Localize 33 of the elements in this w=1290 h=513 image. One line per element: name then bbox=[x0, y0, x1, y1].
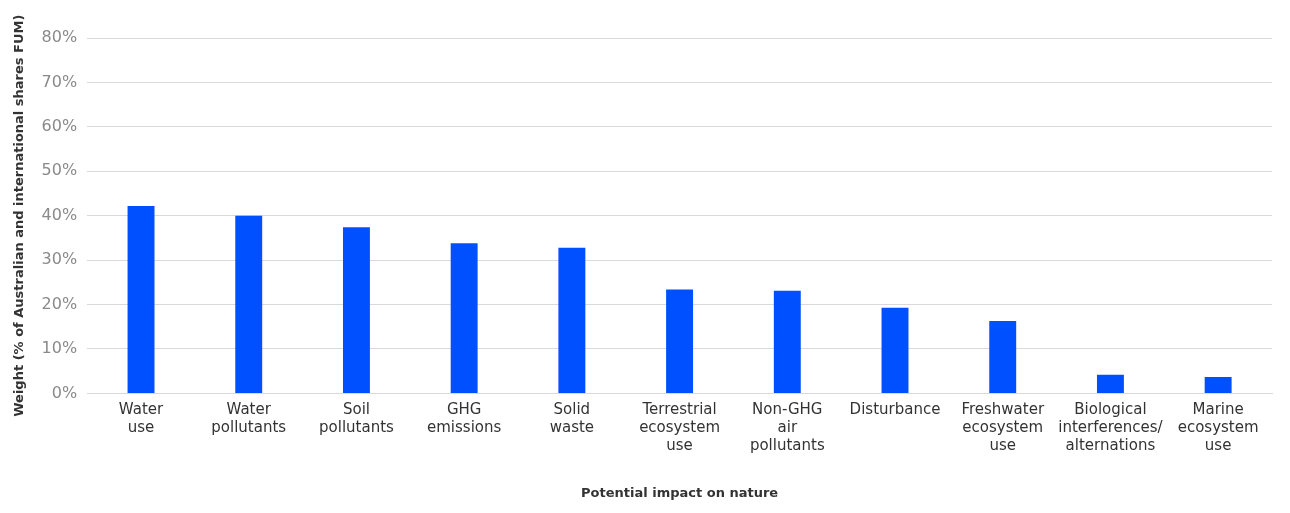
x-tick-label: Disturbance bbox=[849, 400, 941, 419]
x-tick-label: Water use bbox=[118, 400, 165, 437]
y-tick-label: 10% bbox=[41, 338, 78, 358]
x-axis-title: Potential impact on nature bbox=[581, 484, 779, 500]
x-tick-label: Biological interferences/ alternations bbox=[1058, 400, 1164, 455]
bar bbox=[127, 205, 155, 393]
x-tick-label: Non-GHG air pollutants bbox=[749, 400, 825, 455]
x-tick-label: GHG emissions bbox=[427, 400, 502, 437]
y-tick-label: 60% bbox=[41, 116, 78, 136]
bar bbox=[450, 243, 478, 393]
y-tick-label: 70% bbox=[41, 71, 78, 91]
x-tick-label: Solid waste bbox=[549, 400, 595, 437]
y-tick-label: 80% bbox=[41, 27, 78, 47]
y-tick-label: 30% bbox=[41, 249, 78, 269]
bar bbox=[881, 307, 909, 393]
bar bbox=[773, 290, 801, 393]
x-tick-label: Marine ecosystem use bbox=[1177, 400, 1259, 455]
x-tick-label: Freshwater ecosystem use bbox=[961, 400, 1045, 455]
y-tick-label: 50% bbox=[41, 160, 78, 180]
y-tick-label: 20% bbox=[41, 293, 78, 313]
bar bbox=[989, 320, 1017, 393]
y-axis-title: Weight (% of Australian and international shares FUM) bbox=[11, 14, 27, 417]
bar bbox=[666, 289, 694, 393]
x-tick-label: Terrestrial ecosystem use bbox=[639, 400, 721, 455]
bar bbox=[1204, 376, 1232, 393]
bar bbox=[1096, 374, 1124, 393]
bar bbox=[558, 247, 586, 393]
bar bbox=[235, 215, 263, 393]
x-tick-label: Soil pollutants bbox=[319, 400, 395, 437]
y-tick-label: 0% bbox=[51, 382, 78, 402]
bar bbox=[342, 227, 370, 393]
x-tick-label: Water pollutants bbox=[211, 400, 287, 437]
y-tick-label: 40% bbox=[41, 204, 78, 224]
